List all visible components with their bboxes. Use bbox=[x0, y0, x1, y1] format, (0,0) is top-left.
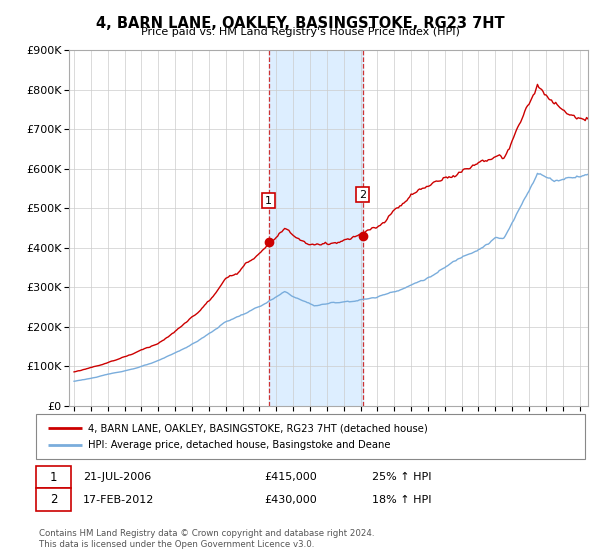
Text: 2: 2 bbox=[359, 190, 366, 199]
Text: 21-JUL-2006: 21-JUL-2006 bbox=[83, 472, 151, 482]
Text: 18% ↑ HPI: 18% ↑ HPI bbox=[372, 494, 431, 505]
Text: Contains HM Land Registry data © Crown copyright and database right 2024.
This d: Contains HM Land Registry data © Crown c… bbox=[39, 529, 374, 549]
Text: 1: 1 bbox=[265, 195, 272, 206]
Text: 1: 1 bbox=[50, 470, 57, 484]
Text: £415,000: £415,000 bbox=[264, 472, 317, 482]
Bar bbox=[269, 50, 362, 406]
Text: 2: 2 bbox=[50, 493, 57, 506]
Text: 4, BARN LANE, OAKLEY, BASINGSTOKE, RG23 7HT: 4, BARN LANE, OAKLEY, BASINGSTOKE, RG23 … bbox=[95, 16, 505, 31]
Text: 25% ↑ HPI: 25% ↑ HPI bbox=[372, 472, 431, 482]
Text: £430,000: £430,000 bbox=[264, 494, 317, 505]
Text: 4, BARN LANE, OAKLEY, BASINGSTOKE, RG23 7HT (detached house): 4, BARN LANE, OAKLEY, BASINGSTOKE, RG23 … bbox=[88, 423, 428, 433]
Text: Price paid vs. HM Land Registry's House Price Index (HPI): Price paid vs. HM Land Registry's House … bbox=[140, 27, 460, 37]
Text: HPI: Average price, detached house, Basingstoke and Deane: HPI: Average price, detached house, Basi… bbox=[88, 440, 391, 450]
Text: 17-FEB-2012: 17-FEB-2012 bbox=[83, 494, 154, 505]
